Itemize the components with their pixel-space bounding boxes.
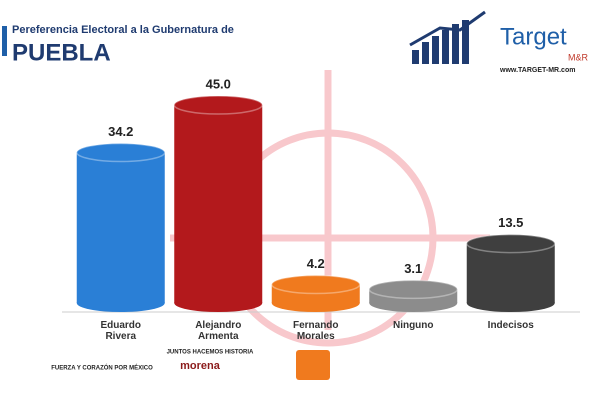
title-accent <box>2 26 7 56</box>
bar-top <box>368 279 458 300</box>
bar-top <box>173 95 263 115</box>
x-tick-label: Eduardo Rivera <box>100 320 142 342</box>
party-logo: JUNTOS HACEMOS HISTORIA <box>167 350 254 356</box>
party-logo: FUERZA Y CORAZÓN POR MÉXICO <box>51 364 153 372</box>
bar <box>174 105 263 303</box>
value-label: 13.5 <box>498 215 523 230</box>
brand-name: Target <box>500 23 567 50</box>
bar-top <box>76 142 166 163</box>
brand-sub: M&R <box>568 52 589 62</box>
brand-icon <box>409 10 486 64</box>
chart-title: Pereferencia Electoral a la Gubernatura … <box>12 24 234 36</box>
x-tick-label: Ninguno <box>392 320 434 331</box>
bar-top <box>466 233 556 254</box>
party-logo-icon <box>296 350 330 380</box>
brand-url: www.TARGET-MR.com <box>499 67 575 74</box>
party-logo: morena <box>180 360 221 372</box>
value-label: 45.0 <box>206 76 231 91</box>
chart-subtitle: PUEBLA <box>12 39 111 66</box>
x-tick-label: Fernando Morales <box>292 320 339 342</box>
bar <box>76 152 165 303</box>
value-label: 34.2 <box>108 124 133 139</box>
bar <box>466 243 555 303</box>
x-tick-label: Alejandro Armenta <box>195 320 242 342</box>
value-label: 4.2 <box>307 256 325 271</box>
x-tick-label: Indecisos <box>487 320 534 331</box>
value-label: 3.1 <box>404 261 422 276</box>
bar-top <box>271 274 361 295</box>
